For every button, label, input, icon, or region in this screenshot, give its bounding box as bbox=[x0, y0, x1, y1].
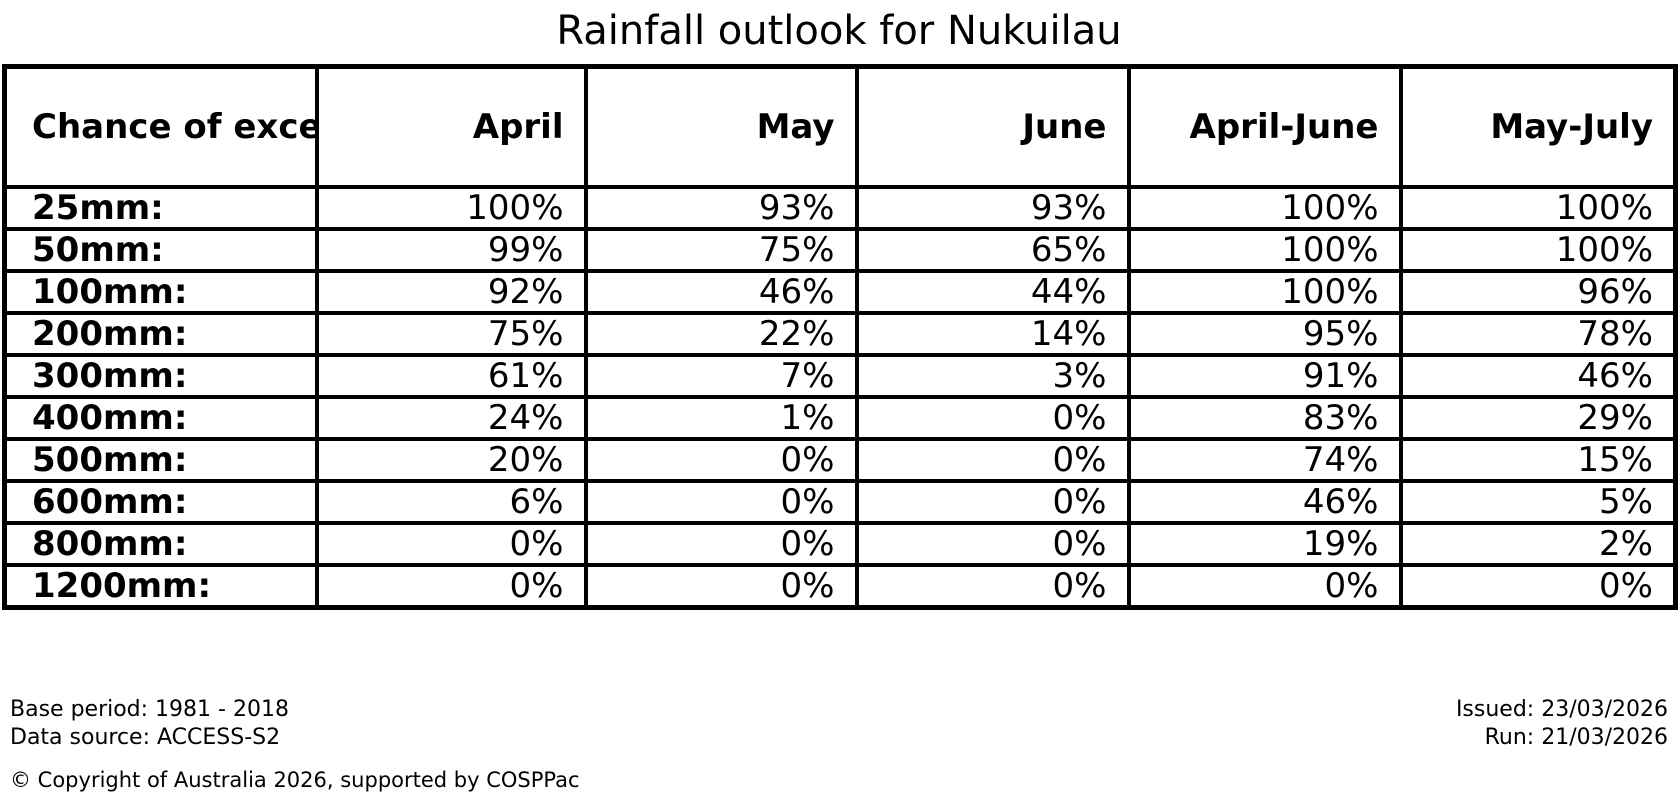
table-cell: 19% bbox=[1126, 521, 1403, 567]
corner-header-label: Chance of exceeding a threshold: bbox=[2, 64, 319, 189]
table-cell: 100% bbox=[1398, 185, 1678, 231]
table-row: 100mm: 92% 46% 44% 100% 96% bbox=[2, 269, 1678, 315]
issued-date-text: Issued: 23/03/2026 bbox=[1455, 697, 1668, 722]
table-cell: 15% bbox=[1398, 437, 1678, 483]
table-cell: 6% bbox=[314, 479, 588, 525]
table-cell: 46% bbox=[583, 269, 859, 315]
data-source-text: Data source: ACCESS-S2 bbox=[10, 725, 281, 750]
threshold-label: 1200mm: bbox=[2, 563, 319, 610]
table-cell: 100% bbox=[1126, 227, 1403, 273]
rainfall-outlook-table: Chance of exceeding a threshold: April M… bbox=[2, 64, 1678, 610]
table-cell: 46% bbox=[1398, 353, 1678, 399]
threshold-label: 800mm: bbox=[2, 521, 319, 567]
threshold-label: 100mm: bbox=[2, 269, 319, 315]
table-cell: 0% bbox=[314, 563, 588, 610]
table-cell: 0% bbox=[314, 521, 588, 567]
column-header-may: May bbox=[583, 64, 859, 189]
table-cell: 93% bbox=[583, 185, 859, 231]
page-title: Rainfall outlook for Nukuilau bbox=[556, 8, 1122, 54]
table-cell: 24% bbox=[314, 395, 588, 441]
table-cell: 0% bbox=[583, 563, 859, 610]
table-cell: 75% bbox=[314, 311, 588, 357]
table-cell: 5% bbox=[1398, 479, 1678, 525]
table-cell: 0% bbox=[854, 479, 1131, 525]
table-cell: 2% bbox=[1398, 521, 1678, 567]
table-row: 400mm: 24% 1% 0% 83% 29% bbox=[2, 395, 1678, 441]
table-cell: 83% bbox=[1126, 395, 1403, 441]
table-cell: 0% bbox=[1126, 563, 1403, 610]
table-cell: 22% bbox=[583, 311, 859, 357]
threshold-label: 600mm: bbox=[2, 479, 319, 525]
run-date-text: Run: 21/03/2026 bbox=[1484, 725, 1668, 750]
table-cell: 0% bbox=[854, 437, 1131, 483]
table-cell: 61% bbox=[314, 353, 588, 399]
table-cell: 92% bbox=[314, 269, 588, 315]
table-cell: 91% bbox=[1126, 353, 1403, 399]
footer-meta: Base period: 1981 - 2018 Data source: AC… bbox=[10, 696, 1668, 752]
table-cell: 14% bbox=[854, 311, 1131, 357]
table-cell: 74% bbox=[1126, 437, 1403, 483]
table-cell: 1% bbox=[583, 395, 859, 441]
column-header-june: June bbox=[854, 64, 1131, 189]
copyright-text: © Copyright of Australia 2026, supported… bbox=[10, 768, 580, 792]
table-cell: 44% bbox=[854, 269, 1131, 315]
threshold-label: 500mm: bbox=[2, 437, 319, 483]
table-cell: 75% bbox=[583, 227, 859, 273]
column-header-april-june: April-June bbox=[1126, 64, 1403, 189]
table-cell: 0% bbox=[583, 479, 859, 525]
column-header-april: April bbox=[314, 64, 588, 189]
table-row: 50mm: 99% 75% 65% 100% 100% bbox=[2, 227, 1678, 273]
table-row: 1200mm: 0% 0% 0% 0% 0% bbox=[2, 563, 1678, 610]
threshold-label: 25mm: bbox=[2, 185, 319, 231]
table-cell: 100% bbox=[1126, 269, 1403, 315]
table-row: 300mm: 61% 7% 3% 91% 46% bbox=[2, 353, 1678, 399]
threshold-label: 50mm: bbox=[2, 227, 319, 273]
column-header-may-july: May-July bbox=[1398, 64, 1678, 189]
table-cell: 29% bbox=[1398, 395, 1678, 441]
table-header-row: Chance of exceeding a threshold: April M… bbox=[2, 64, 1678, 189]
table-cell: 3% bbox=[854, 353, 1131, 399]
table-cell: 0% bbox=[854, 563, 1131, 610]
table-cell: 0% bbox=[854, 395, 1131, 441]
table-cell: 78% bbox=[1398, 311, 1678, 357]
table-row: 800mm: 0% 0% 0% 19% 2% bbox=[2, 521, 1678, 567]
table-cell: 0% bbox=[583, 521, 859, 567]
table-row: 500mm: 20% 0% 0% 74% 15% bbox=[2, 437, 1678, 483]
table-cell: 0% bbox=[854, 521, 1131, 567]
table-cell: 100% bbox=[314, 185, 588, 231]
table-cell: 65% bbox=[854, 227, 1131, 273]
table-cell: 99% bbox=[314, 227, 588, 273]
table-cell: 0% bbox=[1398, 563, 1678, 610]
table-cell: 100% bbox=[1398, 227, 1678, 273]
table-cell: 20% bbox=[314, 437, 588, 483]
table-row: 200mm: 75% 22% 14% 95% 78% bbox=[2, 311, 1678, 357]
threshold-label: 300mm: bbox=[2, 353, 319, 399]
table-cell: 0% bbox=[583, 437, 859, 483]
table-row: 600mm: 6% 0% 0% 46% 5% bbox=[2, 479, 1678, 525]
table-row: 25mm: 100% 93% 93% 100% 100% bbox=[2, 185, 1678, 231]
threshold-label: 400mm: bbox=[2, 395, 319, 441]
table-cell: 93% bbox=[854, 185, 1131, 231]
table-cell: 7% bbox=[583, 353, 859, 399]
table-cell: 96% bbox=[1398, 269, 1678, 315]
table-cell: 95% bbox=[1126, 311, 1403, 357]
table-cell: 100% bbox=[1126, 185, 1403, 231]
table-cell: 46% bbox=[1126, 479, 1403, 525]
base-period-text: Base period: 1981 - 2018 bbox=[10, 697, 289, 722]
threshold-label: 200mm: bbox=[2, 311, 319, 357]
